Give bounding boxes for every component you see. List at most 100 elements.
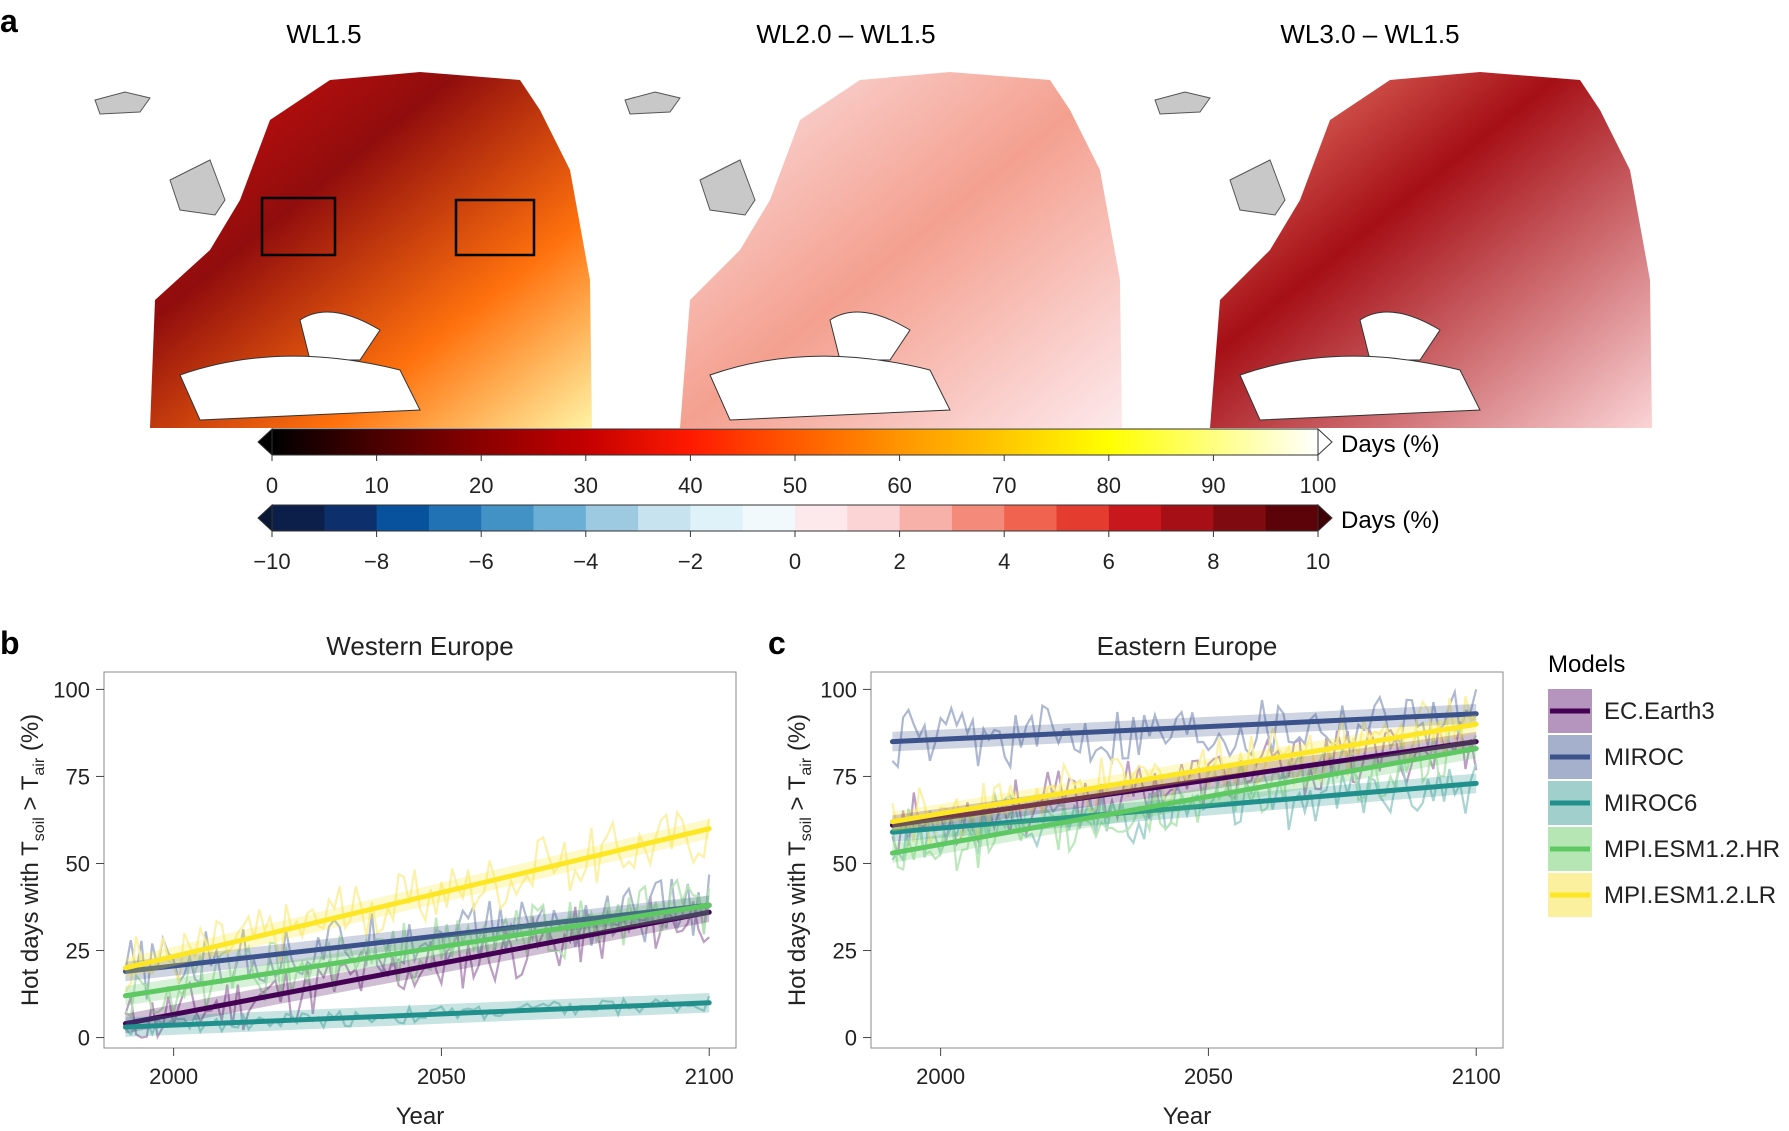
colorbar-diff-bin	[324, 505, 378, 531]
colorbar-diff-tick-label: −6	[469, 549, 494, 574]
trend-line-mpi-esm1-2-lr	[889, 721, 1479, 825]
y-tick-label: 100	[820, 677, 857, 702]
trend-line-ec-earth3	[122, 909, 712, 1027]
x-tick-label: 2000	[149, 1064, 198, 1089]
colorbar-diff-bin	[481, 505, 534, 531]
colorbar-abs-tick-label: 70	[992, 473, 1016, 498]
colorbar-abs-tick-label: 60	[887, 473, 911, 498]
colorbar-abs-tick-label: 80	[1097, 473, 1121, 498]
map-title-1: WL1.5	[286, 19, 361, 49]
y-tick-label: 25	[833, 939, 857, 964]
x-tick-label: 2100	[685, 1064, 734, 1089]
x-tick-label: 2000	[916, 1064, 965, 1089]
y-tick-label: 25	[66, 939, 90, 964]
colorbar-diff-bin	[638, 505, 691, 531]
y-label-sub-air: air	[798, 757, 815, 775]
y-label-sub-air: air	[31, 757, 48, 775]
colorbar-diff-bin	[1161, 505, 1214, 531]
trend-line-miroc	[889, 711, 1479, 745]
colorbar-diff-tick-label: 2	[893, 549, 905, 574]
y-label-gt: > T	[784, 775, 811, 817]
chart-eastern-europe: Eastern Europe 0 25 50 75 100 2000 2050 2100 Year…	[784, 631, 1504, 1130]
colorbar-diff-tick-label: 4	[998, 549, 1010, 574]
x-tick-label: 2050	[1184, 1064, 1233, 1089]
models-legend: Models EC.Earth3 MIROC MIROC6 MPI.ESM1.2.HR…	[1548, 651, 1780, 917]
y-tick-label: 50	[66, 851, 90, 876]
annual-series-miroc6	[124, 995, 711, 1038]
colorbar-abs-tick-label: 30	[574, 473, 598, 498]
colorbar-diff-bin	[1056, 505, 1110, 531]
chart-western-europe: Western Europe 0 25 50 75 100 2000 2050 2100 Year…	[17, 631, 737, 1130]
colorbar-diff-bin	[585, 505, 639, 531]
map-wl30-diff: WL3.0 – WL1.5	[1154, 19, 1652, 428]
y-tick-label: 50	[833, 851, 857, 876]
plot-area	[889, 687, 1479, 871]
legend-item-label: EC.Earth3	[1604, 698, 1715, 725]
panel-c-letter: c	[768, 625, 786, 661]
colorbar-diff-bin	[1004, 505, 1057, 531]
colorbar-diff-tick-label: 6	[1103, 549, 1115, 574]
colorbar-diff-bin	[1108, 505, 1162, 531]
colorbar-absolute: Days (%) 0 10 20 30 40 50 60 70 80 90 100	[257, 427, 1440, 498]
colorbar-diff-bin	[742, 505, 796, 531]
chart-title: Eastern Europe	[1097, 631, 1278, 661]
colorbar-diff-tick-label: −10	[253, 549, 290, 574]
colorbar-diff-label: Days (%)	[1341, 507, 1440, 534]
colorbar-abs-tick-label: 90	[1201, 473, 1225, 498]
x-tick-label: 2050	[417, 1064, 466, 1089]
y-label-unit: (%)	[17, 714, 44, 758]
y-label-gt: > T	[17, 775, 44, 817]
plot-frame	[870, 671, 1504, 1049]
colorbar-diff-bin	[690, 505, 744, 531]
colorbar-diff-tick-label: 8	[1207, 549, 1219, 574]
colorbar-diff-tick-label: 0	[789, 549, 801, 574]
colorbar-abs-tick-label: 20	[469, 473, 493, 498]
y-label-main: Hot days with T	[17, 841, 44, 1006]
colorbar-difference: Days (%) −10 −8 −6 −4 −2 0 2 4 6 8 10	[253, 503, 1440, 574]
y-label-sub-soil: soil	[31, 817, 48, 841]
plot-area	[122, 809, 712, 1040]
y-tick-label: 0	[845, 1026, 857, 1051]
y-tick-label: 0	[78, 1026, 90, 1051]
colorbar-diff-tick-label: 10	[1306, 549, 1330, 574]
y-label-main: Hot days with T	[784, 841, 811, 1006]
colorbar-diff-tick-label: −8	[364, 549, 389, 574]
legend-item-label: MPI.ESM1.2.HR	[1604, 836, 1780, 863]
trend-line-miroc6	[889, 780, 1479, 835]
y-label-sub-soil: soil	[798, 817, 815, 841]
panel-a-letter: a	[0, 3, 18, 39]
colorbar-diff-bin	[899, 505, 953, 531]
colorbar-diff-max-arrow	[1317, 503, 1333, 533]
y-label-unit: (%)	[784, 714, 811, 758]
colorbar-diff-bin	[272, 505, 325, 531]
colorbar-abs-tick-label: 50	[783, 473, 807, 498]
colorbar-diff-bin	[795, 505, 848, 531]
trend-line-mpi-esm1-2-hr	[122, 902, 712, 999]
colorbar-diff-tick-label: −2	[678, 549, 703, 574]
map-wl20-diff: WL2.0 – WL1.5	[624, 19, 1122, 428]
trend-line-miroc6	[122, 1000, 712, 1030]
annual-series-mpi-esm1-2-lr	[124, 809, 711, 993]
panel-b-letter: b	[0, 625, 20, 661]
x-tick-label: 2100	[1452, 1064, 1501, 1089]
colorbar-abs-tick-label: 40	[678, 473, 702, 498]
y-axis-label: Hot days with Tsoil > Tair (%)	[784, 714, 815, 1006]
colorbar-abs-tick-label: 10	[364, 473, 388, 498]
colorbar-abs-tick-label: 0	[266, 473, 278, 498]
y-tick-label: 100	[53, 677, 90, 702]
legend-title: Models	[1548, 651, 1625, 678]
colorbar-diff-bin	[951, 505, 1005, 531]
colorbar-diff-bin	[1265, 505, 1319, 531]
plot-frame	[103, 671, 737, 1049]
legend-item-label: MIROC	[1604, 744, 1684, 771]
map-title-3: WL3.0 – WL1.5	[1280, 19, 1459, 49]
y-tick-label: 75	[833, 764, 857, 789]
maps-group: WL1.5 WL2.0 – WL1.5 WL3.0 – WL1.5	[94, 19, 1652, 428]
colorbar-diff-bin	[376, 505, 430, 531]
legend-item-label: MPI.ESM1.2.LR	[1604, 882, 1776, 909]
trend-line-miroc	[122, 902, 712, 974]
y-axis-label: Hot days with Tsoil > Tair (%)	[17, 714, 48, 1006]
legend-item-label: MIROC6	[1604, 790, 1697, 817]
chart-title: Western Europe	[326, 631, 513, 661]
